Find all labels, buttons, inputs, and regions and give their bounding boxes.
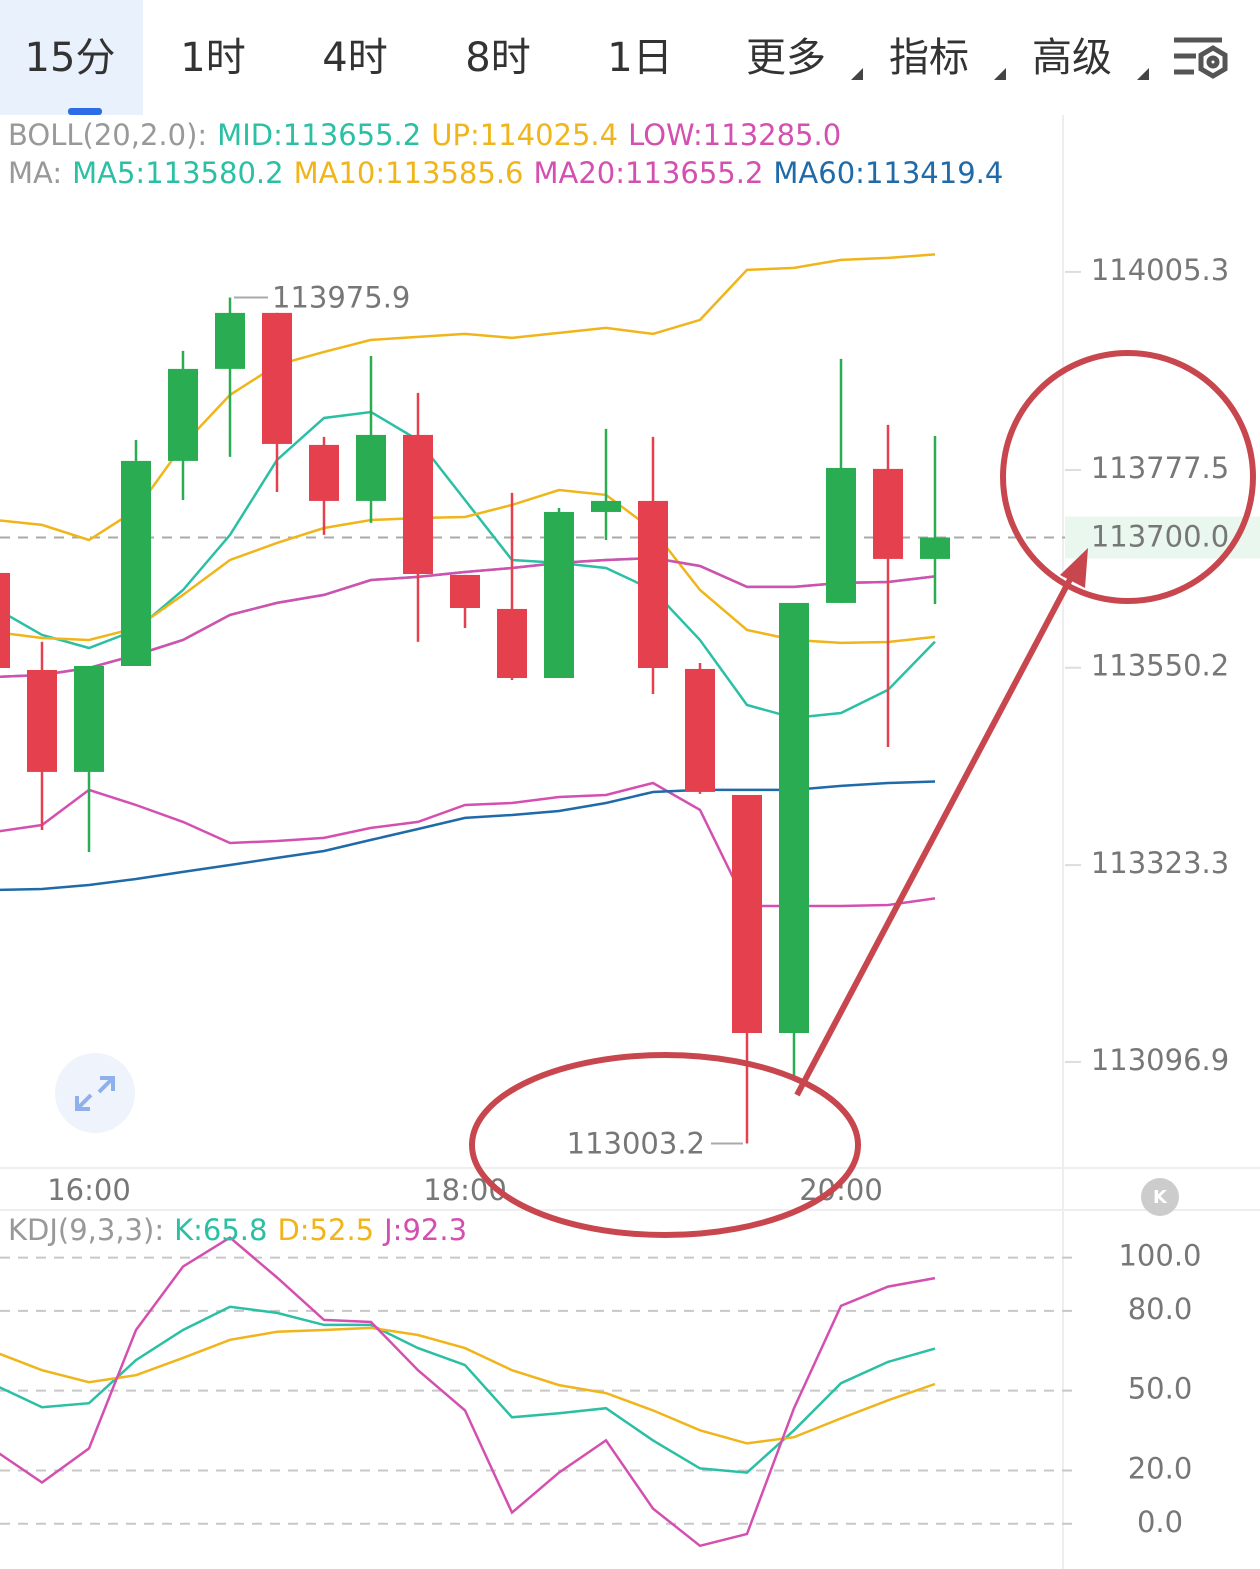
dropdown-caret	[994, 68, 1006, 80]
candle-body	[121, 460, 151, 666]
legend-label: KDJ(9,3,3):	[8, 1213, 164, 1247]
candle-body	[27, 669, 57, 772]
price-label: 113700.0	[1091, 519, 1229, 553]
annotation-arrow	[794, 568, 1078, 1097]
hand-annotations	[469, 350, 1256, 1238]
tab[interactable]: 1日	[607, 35, 672, 81]
legend-entry: J:92.3	[382, 1213, 467, 1247]
active-tab-bg	[0, 0, 143, 115]
scroll-latest-button[interactable]	[1141, 1178, 1179, 1216]
indicator-line	[0, 253, 936, 542]
legend-entry: MA10:113585.6	[294, 156, 524, 190]
active-tab-indicator	[68, 108, 102, 115]
indicator-line	[0, 780, 936, 892]
candle-body	[920, 537, 950, 559]
y-tick-label: 50.0	[1128, 1372, 1193, 1406]
indicator-legend: KDJ(9,3,3): K:65.8 D:52.5 J:92.3	[8, 1213, 467, 1247]
icon-dot	[1206, 55, 1220, 69]
candle-body	[873, 468, 903, 559]
x-tick-label: 18:00	[423, 1173, 507, 1207]
candle-body	[544, 511, 574, 678]
indicator-line	[0, 1236, 936, 1548]
candle-body	[74, 665, 104, 772]
candle-body	[356, 434, 386, 501]
legend-entry: MA60:113419.4	[773, 156, 1003, 190]
legend-entry: K:65.8	[174, 1213, 267, 1247]
annotation-arrowhead	[1060, 548, 1088, 588]
indicator-line	[0, 781, 936, 908]
legend-entry: MA20:113655.2	[534, 156, 764, 190]
icon-arrow	[97, 1076, 115, 1094]
candle-body	[732, 794, 762, 1034]
tab[interactable]: 高级	[1032, 35, 1112, 81]
high-label: 113975.9	[272, 280, 410, 314]
icon-arrow	[75, 1093, 93, 1111]
indicator-legend: BOLL(20,2.0): MID:113655.2 UP:114025.4 LOW:…	[8, 118, 841, 152]
candle-body	[685, 668, 715, 792]
tab[interactable]: 8时	[465, 35, 530, 81]
plot-area	[0, 1236, 936, 1548]
candle-body	[262, 312, 292, 444]
legend-entry: UP:114025.4	[431, 118, 618, 152]
tab-bar: 15分 1时 4时 8时 1日 更多 指标 高级	[0, 0, 1149, 115]
y-tick-label: 80.0	[1128, 1292, 1193, 1326]
button-icon: K	[1153, 1187, 1168, 1208]
y-tick-label: 113777.5	[1091, 451, 1229, 485]
expand-button[interactable]	[55, 1053, 135, 1133]
tab[interactable]: 指标	[889, 35, 969, 81]
candle-body	[403, 434, 433, 574]
y-tick-label: 113323.3	[1091, 846, 1229, 880]
low-label: 113003.2	[567, 1126, 705, 1160]
legend-label: BOLL(20,2.0):	[8, 118, 207, 152]
settings-icon[interactable]	[1174, 37, 1228, 79]
y-tick-label: 114005.3	[1091, 253, 1229, 287]
tab[interactable]: 1时	[180, 35, 245, 81]
indicator-line	[0, 1326, 936, 1445]
icon-hex	[1198, 45, 1228, 79]
candle-body	[0, 572, 10, 668]
x-tick-label: 16:00	[47, 1173, 131, 1207]
legend-entry: D:52.5	[277, 1213, 374, 1247]
y-tick-label: 100.0	[1118, 1239, 1201, 1273]
indicator-line	[0, 1305, 936, 1474]
y-tick-label: 113096.9	[1091, 1043, 1229, 1077]
legend-entry: LOW:113285.0	[628, 118, 841, 152]
legend-entry: MA5:113580.2	[72, 156, 283, 190]
dropdown-caret	[1137, 68, 1149, 80]
plot-area	[0, 253, 1063, 1144]
kdj-chart: 100.0 80.0 50.0 20.0 0.0 KDJ(9,3,3): K:65.8 D:5…	[0, 1213, 1202, 1548]
candle-body	[497, 608, 527, 678]
candle-body	[168, 368, 198, 461]
tab[interactable]: 4时	[322, 35, 387, 81]
candle-body	[826, 467, 856, 603]
tab[interactable]: 15分	[25, 35, 116, 81]
y-tick-label: 113550.2	[1091, 649, 1229, 683]
annotation-circle	[1000, 350, 1256, 604]
candle-body	[591, 500, 621, 512]
y-tick-label: 0.0	[1137, 1505, 1183, 1539]
y-tick-label: 20.0	[1128, 1452, 1193, 1486]
legend-label: MA:	[8, 156, 62, 190]
tab[interactable]: 更多	[746, 35, 826, 81]
candle-body	[638, 500, 668, 668]
indicator-line	[0, 488, 936, 645]
candle-body	[450, 574, 480, 608]
candle-body	[779, 602, 809, 1034]
legend-entry: MID:113655.2	[217, 118, 421, 152]
candle-body	[215, 312, 245, 369]
dropdown-caret	[851, 68, 863, 80]
candle-body	[309, 444, 339, 501]
indicator-legend: MA: MA5:113580.2 MA10:113585.6 MA20:113655.…	[8, 156, 1003, 190]
annotation-circle	[469, 1052, 861, 1238]
expand-icon	[75, 1076, 115, 1111]
indicator-line	[0, 556, 936, 679]
